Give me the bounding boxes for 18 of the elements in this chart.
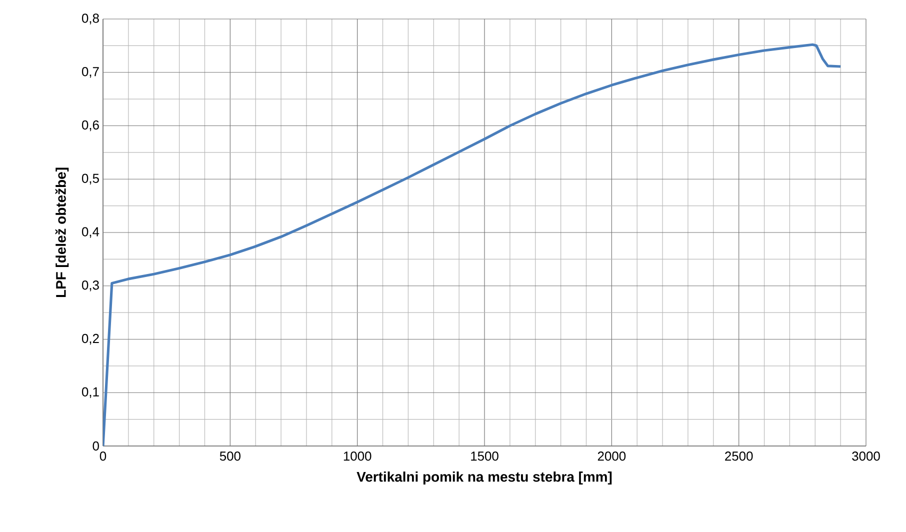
y-tick-label: 0,5 xyxy=(82,174,99,184)
x-tick-label: 1000 xyxy=(344,452,372,461)
y-tick-label: 0,1 xyxy=(82,387,99,398)
y-tick-label: 0,4 xyxy=(82,227,100,238)
y-tick-label: 0 xyxy=(92,441,99,451)
x-tick-label: 1500 xyxy=(471,452,498,461)
y-tick-label: 0,6 xyxy=(82,120,99,132)
x-tick-label: 3000 xyxy=(852,452,880,461)
x-tick-label: 500 xyxy=(220,452,240,461)
x-tick-label: 0 xyxy=(100,452,106,461)
y-tick-label: 0,8 xyxy=(82,14,99,24)
y-tick-label: 0,3 xyxy=(82,280,99,292)
x-tick-label: 2500 xyxy=(725,452,753,461)
x-axis-title: Vertikalni pomik na mestu stebra [mm] xyxy=(356,472,612,485)
y-tick-label: 0,7 xyxy=(82,67,99,78)
x-tick-label: 2000 xyxy=(598,452,626,461)
y-tick-label: 0,2 xyxy=(82,334,99,345)
y-axis-title: LPF [delež obtežbe] xyxy=(55,168,69,298)
